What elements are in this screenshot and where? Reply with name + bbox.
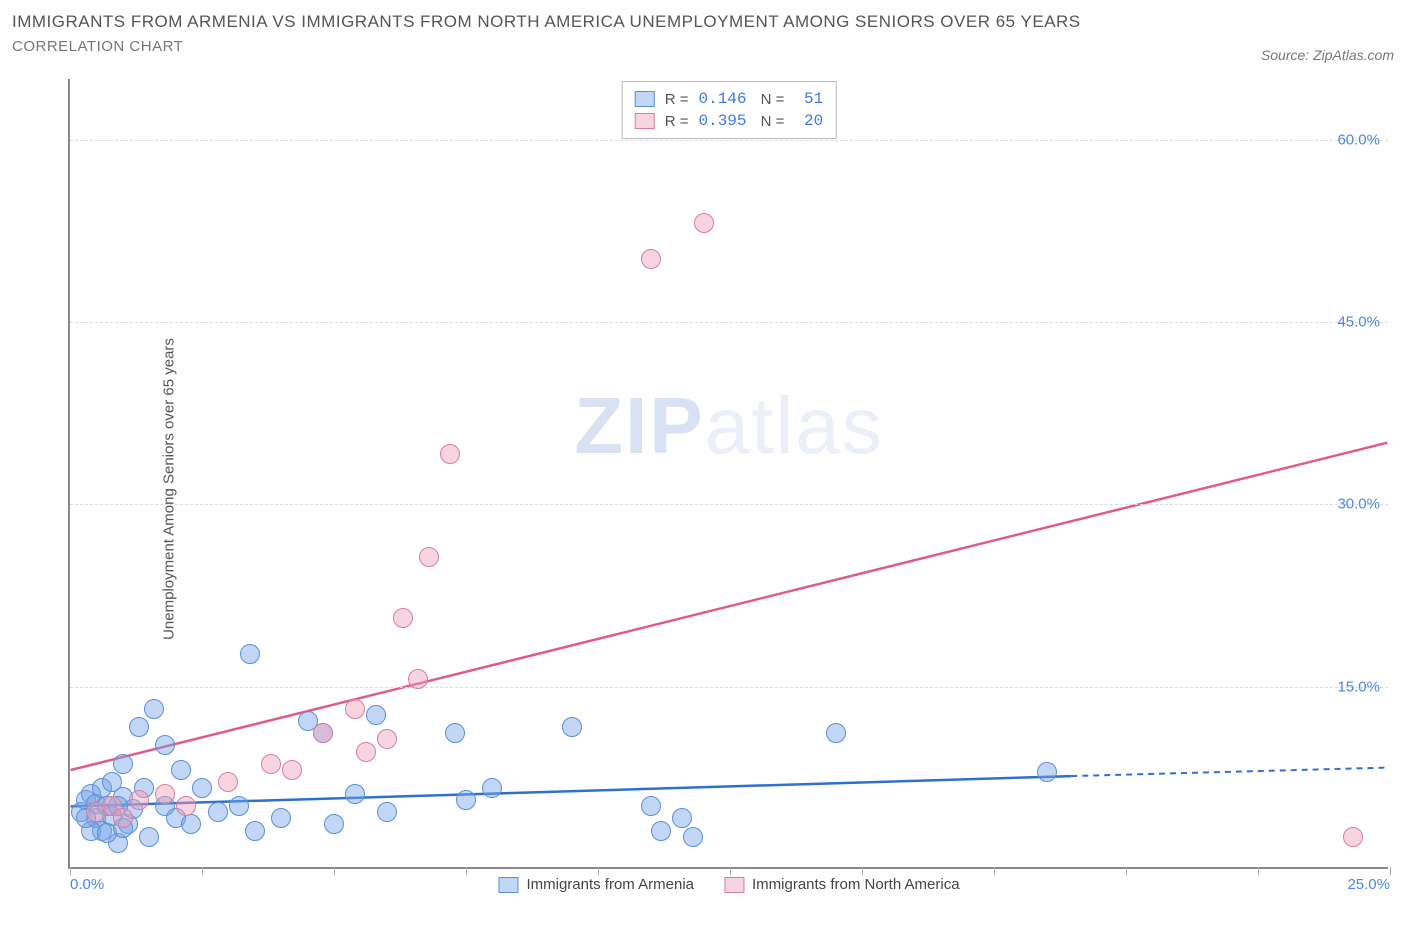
- legend-swatch: [724, 877, 744, 893]
- data-point: [192, 778, 212, 798]
- x-minor-tick: [70, 867, 71, 875]
- data-point: [155, 784, 175, 804]
- data-point: [440, 444, 460, 464]
- legend-r-label: R =: [665, 113, 689, 130]
- trend-line: [71, 443, 1388, 770]
- x-minor-tick: [730, 867, 731, 875]
- data-point: [826, 723, 846, 743]
- data-point: [229, 796, 249, 816]
- x-tick-label: 25.0%: [1347, 876, 1390, 893]
- data-point: [208, 802, 228, 822]
- data-point: [240, 644, 260, 664]
- data-point: [113, 808, 133, 828]
- series-legend: Immigrants from Armenia Immigrants from N…: [498, 876, 959, 893]
- data-point: [694, 213, 714, 233]
- data-point: [271, 808, 291, 828]
- y-tick-label: 15.0%: [1337, 678, 1380, 695]
- legend-swatch: [635, 91, 655, 107]
- legend-n-value: 51: [794, 90, 823, 108]
- data-point: [393, 608, 413, 628]
- x-minor-tick: [994, 867, 995, 875]
- legend-label: Immigrants from Armenia: [526, 876, 694, 893]
- data-point: [171, 760, 191, 780]
- y-tick-label: 60.0%: [1337, 131, 1380, 148]
- data-point: [482, 778, 502, 798]
- data-point: [245, 821, 265, 841]
- data-point: [408, 669, 428, 689]
- x-minor-tick: [334, 867, 335, 875]
- trend-line-extrapolated: [1071, 768, 1387, 776]
- data-point: [313, 723, 333, 743]
- data-point: [282, 760, 302, 780]
- legend-r-label: R =: [665, 91, 689, 108]
- x-minor-tick: [1258, 867, 1259, 875]
- data-point: [1037, 762, 1057, 782]
- correlation-legend: R = 0.146 N = 51 R = 0.395 N = 20: [622, 81, 837, 139]
- data-point: [155, 735, 175, 755]
- data-point: [651, 821, 671, 841]
- legend-item: Immigrants from Armenia: [498, 876, 694, 893]
- data-point: [356, 742, 376, 762]
- data-point: [218, 772, 238, 792]
- y-tick-label: 30.0%: [1337, 496, 1380, 513]
- data-point: [1343, 827, 1363, 847]
- x-tick-label: 0.0%: [70, 876, 104, 893]
- y-tick-label: 45.0%: [1337, 314, 1380, 331]
- data-point: [683, 827, 703, 847]
- watermark: ZIPatlas: [574, 380, 883, 472]
- data-point: [113, 754, 133, 774]
- source-credit: Source: ZipAtlas.com: [1261, 47, 1394, 63]
- chart-title: IMMIGRANTS FROM ARMENIA VS IMMIGRANTS FR…: [12, 12, 1081, 32]
- data-point: [324, 814, 344, 834]
- chart-subtitle: CORRELATION CHART: [12, 38, 183, 55]
- x-minor-tick: [1390, 867, 1391, 875]
- legend-n-value: 20: [794, 112, 823, 130]
- x-minor-tick: [862, 867, 863, 875]
- data-point: [377, 802, 397, 822]
- data-point: [672, 808, 692, 828]
- data-point: [144, 699, 164, 719]
- data-point: [345, 784, 365, 804]
- data-point: [377, 729, 397, 749]
- data-point: [261, 754, 281, 774]
- legend-item: Immigrants from North America: [724, 876, 960, 893]
- legend-label: Immigrants from North America: [752, 876, 960, 893]
- x-minor-tick: [466, 867, 467, 875]
- legend-r-value: 0.146: [699, 90, 747, 108]
- x-minor-tick: [598, 867, 599, 875]
- trend-lines-layer: [70, 79, 1388, 867]
- legend-swatch: [635, 113, 655, 129]
- data-point: [456, 790, 476, 810]
- data-point: [419, 547, 439, 567]
- gridline: [70, 322, 1388, 323]
- data-point: [641, 796, 661, 816]
- data-point: [562, 717, 582, 737]
- data-point: [176, 796, 196, 816]
- legend-n-label: N =: [757, 91, 785, 108]
- chart-container: Unemployment Among Seniors over 65 years…: [12, 69, 1394, 909]
- data-point: [181, 814, 201, 834]
- legend-r-value: 0.395: [699, 112, 747, 130]
- plot-area: ZIPatlas R =0.146 N = 51R =0.395 N = 20 …: [68, 79, 1388, 869]
- data-point: [641, 249, 661, 269]
- gridline: [70, 504, 1388, 505]
- x-minor-tick: [202, 867, 203, 875]
- gridline: [70, 140, 1388, 141]
- data-point: [129, 717, 149, 737]
- data-point: [129, 790, 149, 810]
- legend-row: R = 0.395 N = 20: [635, 110, 824, 132]
- legend-row: R = 0.146 N = 51: [635, 88, 824, 110]
- legend-swatch: [498, 877, 518, 893]
- gridline: [70, 687, 1388, 688]
- data-point: [445, 723, 465, 743]
- data-point: [366, 705, 386, 725]
- x-minor-tick: [1126, 867, 1127, 875]
- data-point: [345, 699, 365, 719]
- data-point: [139, 827, 159, 847]
- legend-n-label: N =: [757, 113, 785, 130]
